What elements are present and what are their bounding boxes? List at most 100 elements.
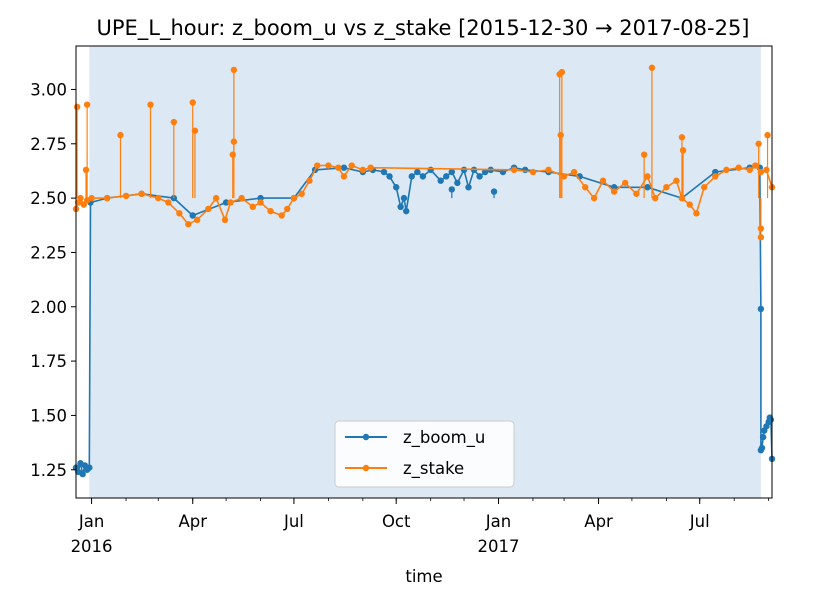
data-point-z-boom-u (759, 433, 767, 441)
data-point-z-stake (652, 194, 659, 202)
data-point-z-stake (735, 164, 742, 171)
legend-label-z-boom-u: z_boom_u (403, 428, 485, 448)
data-point-z-boom-u (454, 179, 461, 187)
spike-point-z-stake (640, 151, 648, 158)
data-point-z-stake (633, 190, 640, 197)
y-tick-label: 2.50 (30, 189, 67, 208)
data-point-z-boom-u (414, 168, 421, 176)
data-point-z-stake (155, 194, 162, 202)
y-tick-label: 1.50 (30, 406, 67, 425)
legend: z_boom_u z_stake (334, 420, 515, 488)
data-point-z-stake (325, 162, 332, 169)
data-point-z-stake (570, 168, 578, 176)
x-tick-year-label: 2016 (71, 537, 113, 556)
x-tick-label: Jul (283, 512, 304, 531)
data-point-z-stake (314, 162, 321, 169)
data-point-z-stake (185, 220, 192, 228)
spike-point-z-stake (558, 68, 566, 76)
spike-point-z-stake (678, 134, 686, 141)
data-point-z-boom-u (443, 173, 450, 180)
series-layer (72, 64, 776, 478)
plot-frame (75, 45, 773, 499)
y-axis: 1.25 1.50 1.75 2.00 2.25 2.50 2.75 3.00 (30, 80, 76, 480)
data-point-z-boom-u (758, 444, 766, 452)
data-point-z-stake (686, 201, 693, 208)
data-point-z-boom-u (476, 173, 483, 180)
data-point-z-stake (257, 199, 264, 206)
data-point-z-boom-u (465, 184, 472, 191)
data-point-z-stake (227, 199, 234, 206)
data-point-z-boom-u (400, 194, 408, 202)
x-tick-label: Jan (485, 512, 511, 531)
data-point-z-boom-u (408, 173, 415, 180)
data-point-z-boom-u (393, 184, 400, 191)
spike-point-z-stake (648, 64, 656, 71)
data-point-z-stake (165, 199, 172, 206)
spike-point-z-stake (170, 118, 178, 126)
spike-point-z-stake (230, 66, 238, 74)
data-point-z-stake (757, 168, 765, 176)
data-point-z-stake (138, 190, 145, 197)
legend-marker-z-boom-u (362, 433, 370, 441)
x-tick-label: Jul (689, 512, 710, 531)
data-point-z-stake (712, 173, 719, 180)
data-point-z-stake (622, 179, 629, 187)
data-point-z-stake (298, 190, 305, 197)
data-point-z-boom-u (86, 464, 93, 471)
spike-point-z-boom-u (490, 188, 498, 195)
spike-point-z-stake (679, 147, 687, 154)
data-point-z-stake (599, 177, 607, 184)
data-point-z-boom-u (481, 168, 489, 176)
data-point-z-stake (193, 216, 201, 224)
data-point-z-stake (221, 216, 229, 224)
spike-point-z-stake (189, 99, 196, 106)
data-point-z-boom-u (644, 184, 651, 191)
data-point-z-stake (529, 168, 537, 176)
x-axis-label: time (405, 567, 442, 586)
x-tick-label: Jan (78, 512, 104, 531)
data-point-z-boom-u (437, 177, 444, 184)
data-point-z-boom-u (448, 168, 455, 176)
data-point-z-stake (205, 205, 212, 213)
spike-point-z-stake (757, 234, 765, 241)
data-point-z-stake (545, 166, 552, 174)
y-tick-label: 1.25 (30, 461, 67, 480)
spike-point-z-stake (73, 103, 81, 111)
spike-point-z-stake (82, 166, 90, 174)
data-point-z-stake (367, 164, 374, 171)
y-tick-label: 2.25 (30, 243, 67, 262)
data-point-z-stake (267, 207, 274, 215)
spike-point-z-stake (755, 140, 762, 147)
data-point-z-stake (122, 192, 130, 200)
data-point-z-boom-u (386, 173, 393, 180)
data-point-z-boom-u (380, 168, 388, 176)
data-point-z-stake (693, 210, 700, 217)
data-point-z-stake (723, 166, 730, 174)
data-point-z-boom-u (222, 199, 230, 206)
data-point-z-stake (673, 177, 680, 184)
spike-point-z-stake (764, 131, 771, 139)
spike-point-z-stake (83, 101, 91, 108)
legend-label-z-stake: z_stake (403, 459, 464, 479)
data-point-z-stake (348, 162, 355, 169)
spike-point-z-stake (117, 131, 124, 139)
data-point-z-stake (560, 173, 568, 180)
data-point-z-stake (176, 210, 183, 217)
data-point-z-stake (212, 194, 220, 202)
x-axis: Jan 2016 Apr Jul Oct Jan 2017 Apr Jul (71, 498, 770, 556)
y-tick-label: 1.75 (30, 352, 67, 371)
data-point-z-boom-u (757, 305, 765, 313)
data-point-z-stake (746, 166, 753, 174)
x-tick-year-label: 2017 (477, 537, 519, 556)
chart-title: UPE_L_hour: z_boom_u vs z_stake [2015-12… (96, 16, 749, 41)
data-point-z-stake (238, 194, 245, 202)
data-point-z-stake (103, 194, 111, 202)
data-point-z-boom-u (767, 416, 775, 423)
x-tick-label: Oct (382, 512, 411, 531)
data-point-z-boom-u (397, 203, 404, 211)
data-point-z-stake (700, 184, 708, 191)
data-point-z-stake (340, 173, 348, 180)
data-point-z-stake (610, 188, 618, 195)
